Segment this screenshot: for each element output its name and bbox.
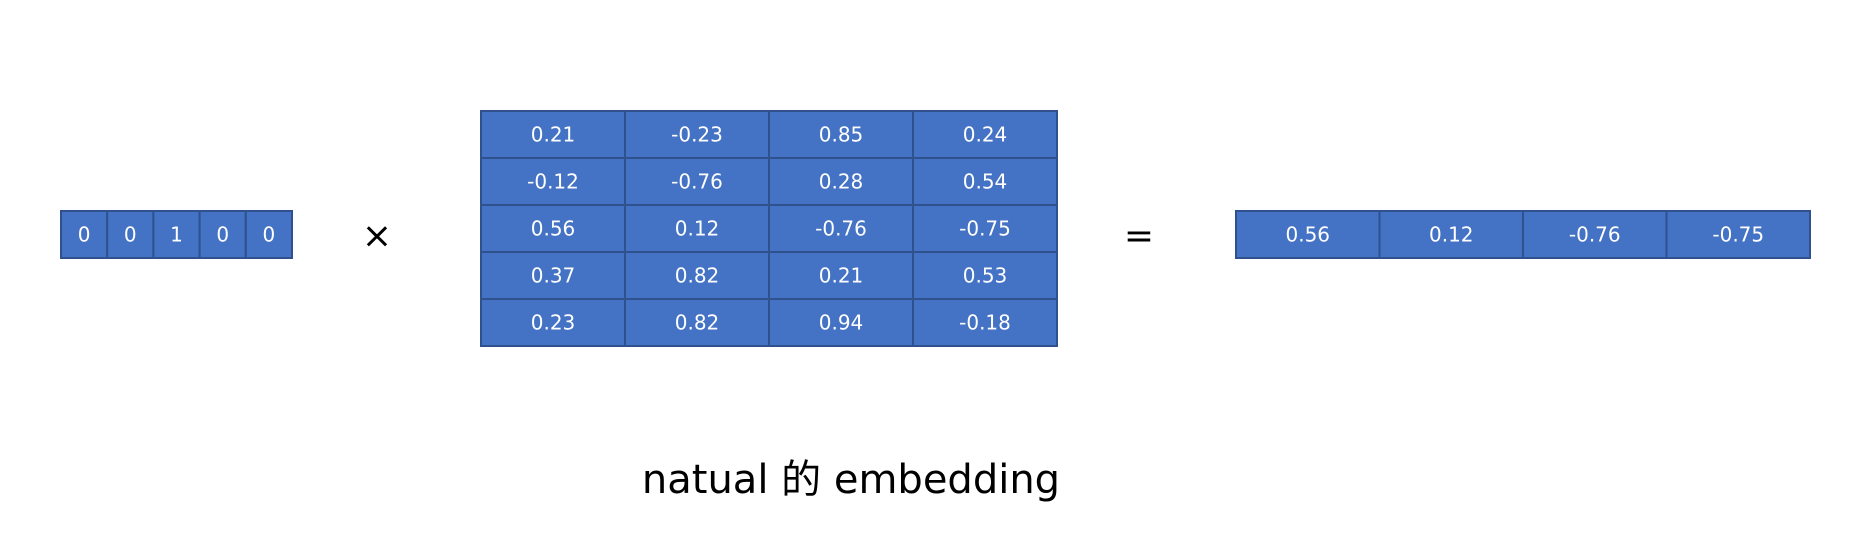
cell: 0.82 [624,251,770,300]
cell-box [768,204,914,253]
cell-value: -0.18 [959,311,1011,335]
cell-value: -0.23 [671,123,723,147]
cell-value: 0.82 [675,311,720,335]
cell-value: -0.76 [671,170,723,194]
cell: 0.12 [1378,210,1524,259]
cell-box [60,210,109,259]
cell: 0.54 [912,157,1058,206]
times-sign: × [362,216,392,257]
cell-value: 0.12 [1429,223,1474,247]
cell-value: 0.24 [963,123,1008,147]
cell-value: 0.56 [531,217,576,241]
caption: natual 的 embedding [642,457,1060,503]
cell: 0.56 [480,204,626,253]
cell: 0 [198,210,247,259]
equals-sign: = [1124,216,1154,257]
cell-value: -0.75 [959,217,1011,241]
cell-box [480,298,626,347]
cell-box [244,210,294,259]
cell: 0.23 [480,298,626,347]
cell-value: -0.76 [815,217,867,241]
cell: -0.76 [768,204,914,253]
cell: 0.56 [1235,210,1381,259]
cell-box [152,210,201,259]
cell-value: -0.12 [527,170,579,194]
cell: 0.53 [912,251,1058,300]
cell-box [480,110,626,159]
cell-box [106,210,155,259]
cell-box [768,110,914,159]
cell-value: 0.54 [963,170,1008,194]
cell: -0.75 [1665,210,1811,259]
cell-value: 0.37 [531,264,576,288]
cell: -0.76 [1522,210,1668,259]
cell: 0.82 [624,298,770,347]
cell: 0.21 [480,110,626,159]
cell-value: 0 [216,223,229,247]
cell-box [480,204,626,253]
cell-box [768,251,914,300]
cell-box [480,157,626,206]
cell: 0 [106,210,155,259]
cell-box [1665,210,1811,259]
cell: 0.28 [768,157,914,206]
cell-value: 0 [263,223,276,247]
cell-value: 0.85 [819,123,864,147]
cell-value: 0.94 [819,311,864,335]
cell: 0 [60,210,109,259]
cell: -0.18 [912,298,1058,347]
cell-value: 0.12 [675,217,720,241]
cell-value: 0.21 [819,264,864,288]
cell-box [912,298,1058,347]
cell: 1 [152,210,201,259]
cell: 0.85 [768,110,914,159]
cell-value: 1 [170,223,183,247]
cell: 0.37 [480,251,626,300]
cell: 0 [244,210,294,259]
cell-value: -0.75 [1712,223,1764,247]
cell-value: 0.21 [531,123,576,147]
cell-box [912,251,1058,300]
cell-value: 0 [124,223,137,247]
cell-value: 0.53 [963,264,1008,288]
cell-box [1378,210,1524,259]
cell-box [1522,210,1668,259]
cell: 0.94 [768,298,914,347]
cell-value: 0.23 [531,311,576,335]
cell-box [624,298,770,347]
cell-value: 0 [78,223,91,247]
cell: 0.12 [624,204,770,253]
cell-box [480,251,626,300]
cell: 0.21 [768,251,914,300]
cell-box [768,157,914,206]
cell: -0.12 [480,157,626,206]
cell-box [624,251,770,300]
cell: -0.76 [624,157,770,206]
cell-box [912,204,1058,253]
cell-value: 0.82 [675,264,720,288]
cell-value: 0.56 [1285,223,1330,247]
cell: -0.75 [912,204,1058,253]
cell: 0.24 [912,110,1058,159]
cell-value: 0.28 [819,170,864,194]
cell: -0.23 [624,110,770,159]
cell-value: -0.76 [1569,223,1621,247]
